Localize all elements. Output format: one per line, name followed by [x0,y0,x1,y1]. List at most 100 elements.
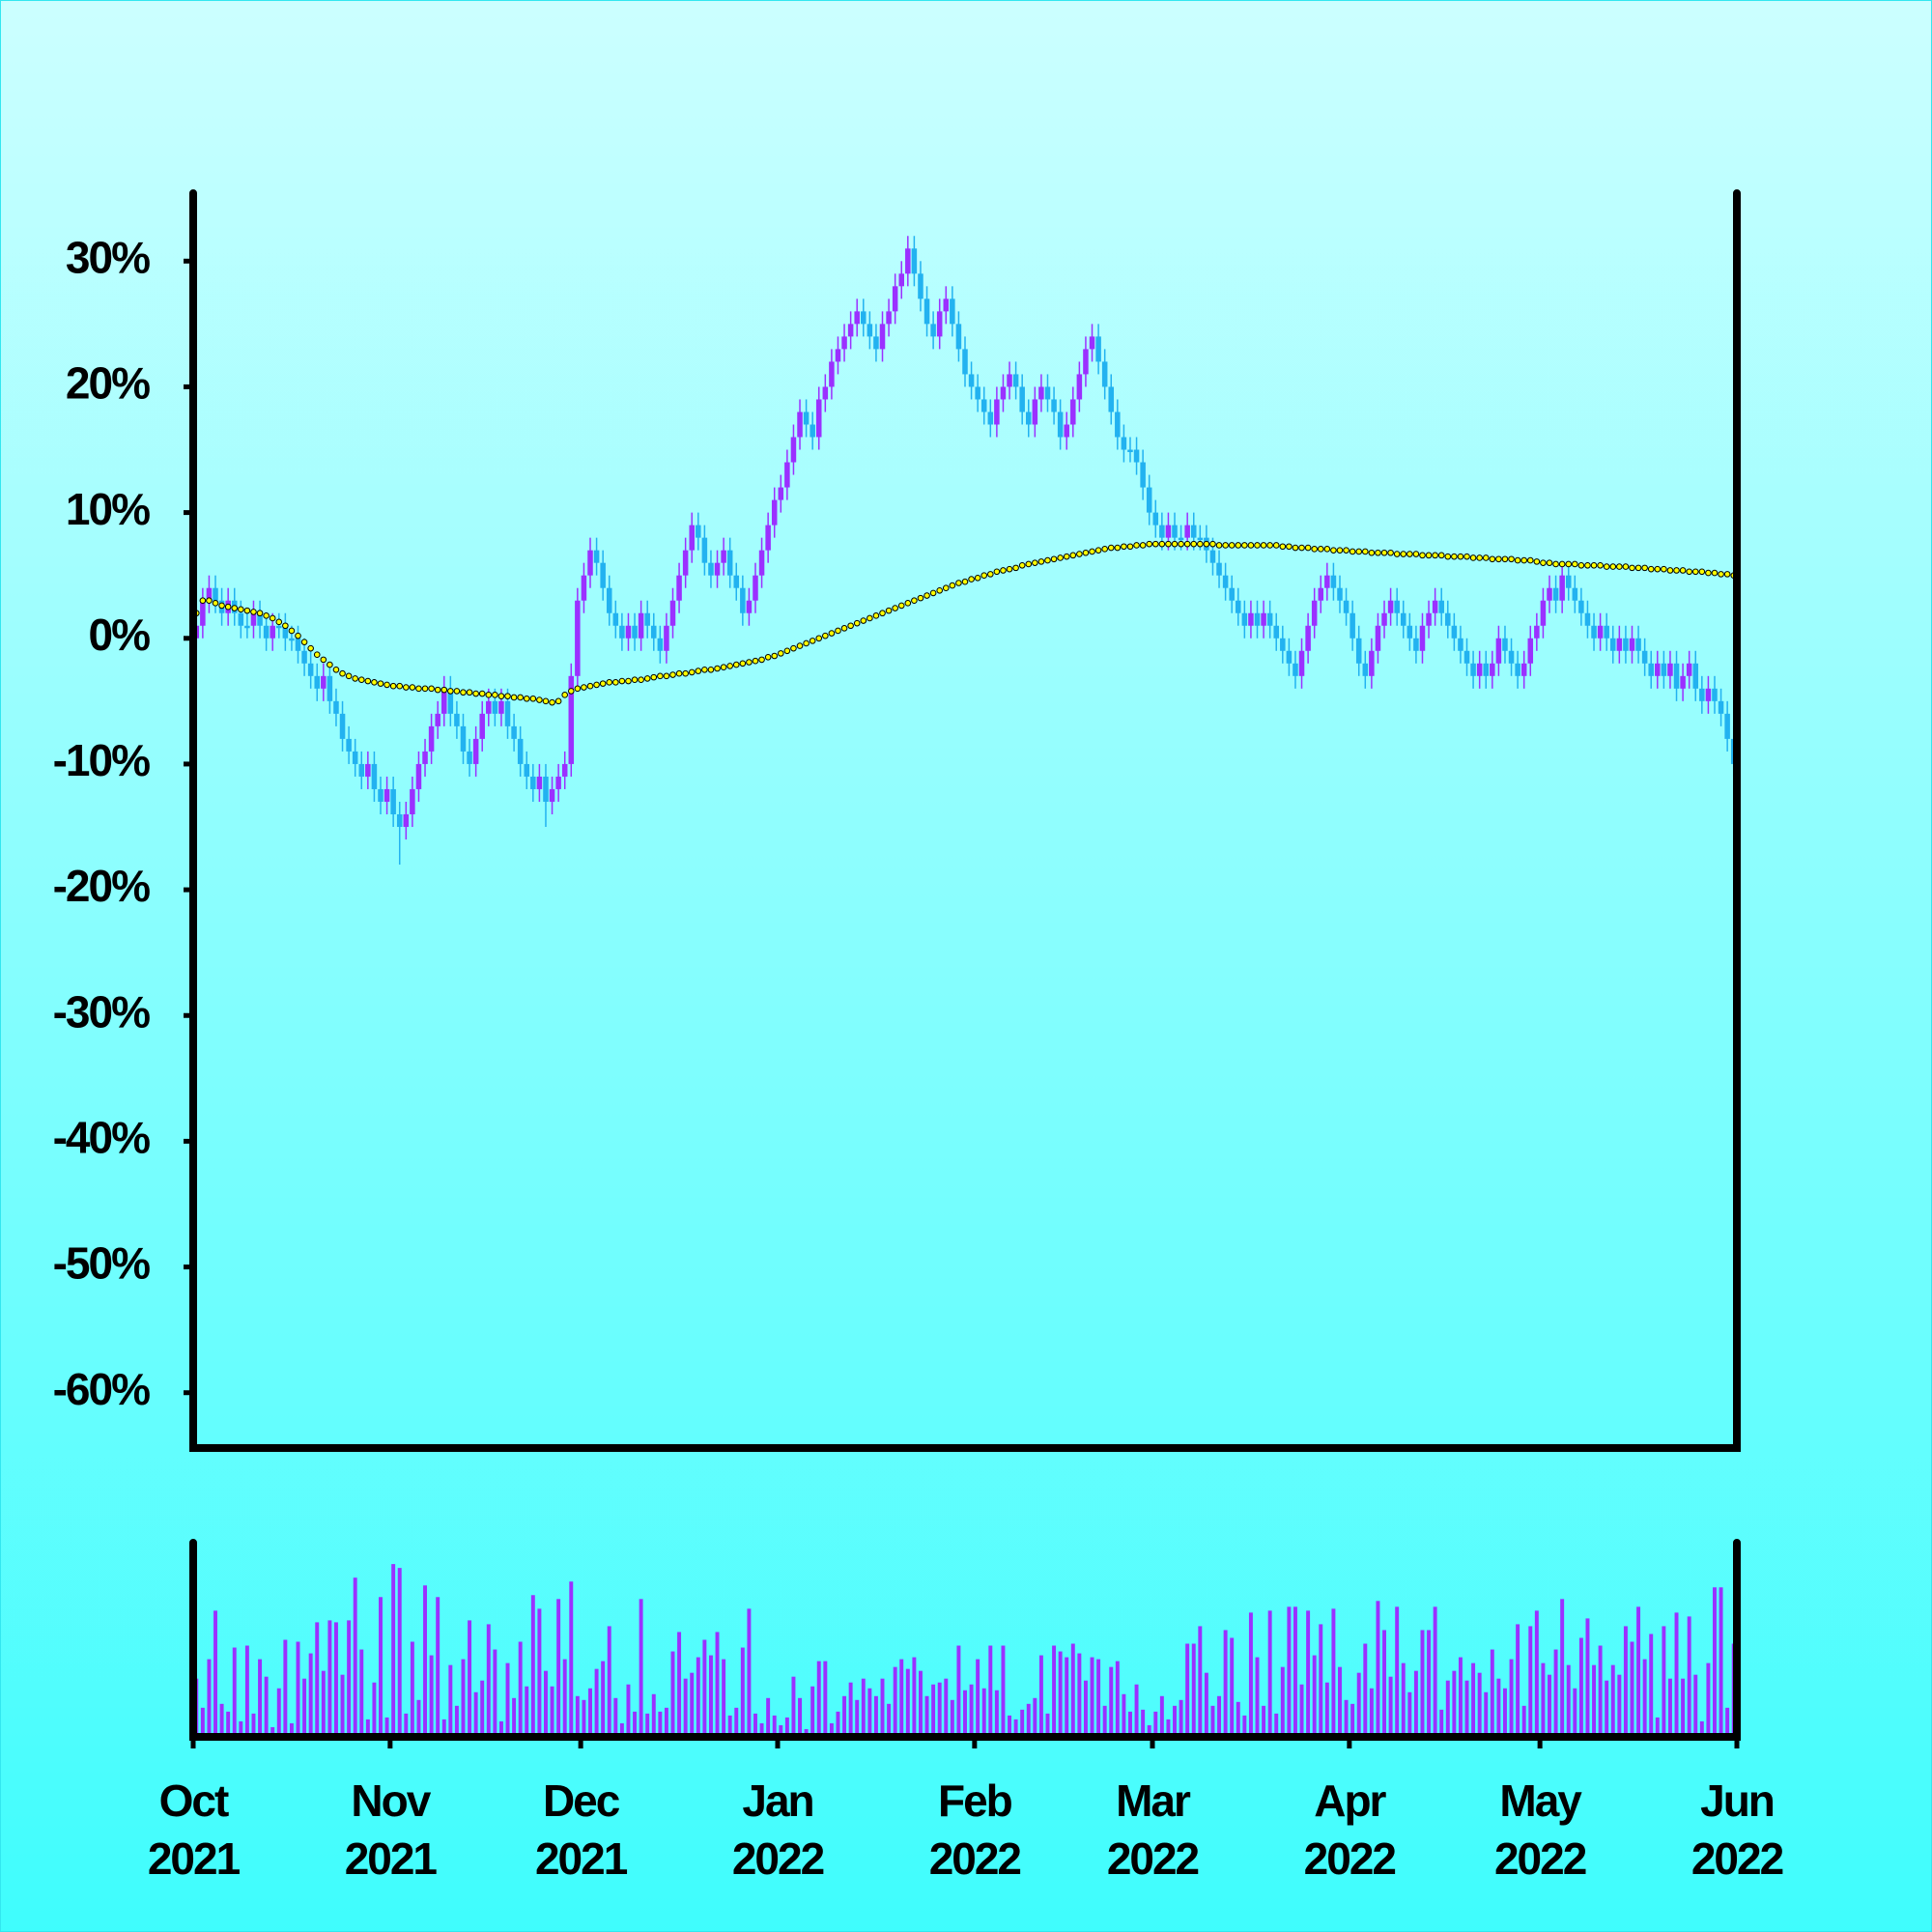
y-tick-label: 30% [66,232,150,282]
moving-average-dot [1375,549,1381,556]
volume-bar [468,1620,472,1737]
candle-body [524,763,530,777]
volume-bar [607,1626,611,1737]
moving-average-dot [643,675,651,682]
moving-average-dot [396,682,404,690]
moving-average-dot [675,669,683,677]
volume-bar [226,1711,231,1737]
volume-bar [1553,1649,1558,1737]
candle-body [733,575,740,588]
moving-average-dot [1286,543,1293,551]
candle-body [1280,638,1286,651]
volume-bar [1445,1680,1450,1737]
moving-average-dot [1139,542,1147,549]
volume-bar [1109,1666,1114,1737]
moving-average-dot [663,672,670,680]
candle-body [1127,449,1133,453]
candle-body [1445,612,1451,626]
volume-bar [1662,1626,1666,1737]
candle-body [873,336,879,350]
moving-average-dot [1406,551,1413,557]
moving-average-dot [612,679,619,686]
moving-average-dot [835,627,841,635]
candle-body [1490,663,1495,676]
volume-bar [1159,1695,1164,1737]
volume-bar [410,1641,414,1737]
volume-bar [1052,1645,1057,1737]
volume-bar [200,1707,205,1737]
volume-bar [924,1695,929,1737]
moving-average-dot [599,680,607,687]
moving-average-dot [1463,553,1470,560]
volume-bar [658,1711,663,1737]
volume-bar [1687,1616,1691,1737]
moving-average-dot [428,685,435,693]
moving-average-dot [542,697,550,705]
volume-bar [1020,1709,1025,1737]
moving-average-dot [1190,540,1198,548]
volume-bar [1464,1680,1469,1737]
candle-body [911,248,918,274]
volume-bar [505,1662,510,1737]
volume-bar [251,1713,256,1737]
moving-average-dot [504,693,511,699]
moving-average-dot [1254,542,1261,549]
moving-average-dot [327,661,333,668]
candle-body [1051,399,1057,412]
moving-average-dot [238,606,244,613]
candle-body [689,525,695,551]
candle-body [1165,525,1172,538]
volume-bar [905,1668,910,1737]
volume-bar [1115,1661,1120,1737]
candle-body [575,600,581,676]
volume-bar [918,1670,923,1737]
moving-average-dot [517,694,524,701]
moving-average-dot [867,614,873,622]
candle-body [1044,386,1051,400]
moving-average-dot [1355,548,1363,555]
volume-bar [1274,1713,1279,1737]
candle-body [1540,600,1547,626]
moving-average-dot [1432,552,1438,559]
candle-body [1032,399,1038,425]
candle-body [746,600,753,613]
candle-body [606,587,612,613]
volume-bar [861,1678,866,1737]
moving-average-dot [1209,540,1216,548]
moving-average-dot [1533,558,1541,565]
moving-average-dot [1723,571,1731,578]
volume-bar [887,1703,892,1737]
moving-average-dot [300,639,308,645]
volume-bar [1439,1709,1444,1737]
moving-average-dot [1361,548,1369,555]
volume-bar [696,1657,700,1737]
moving-average-dot [650,673,658,681]
candle-body [1350,612,1355,639]
candle-body [784,462,790,488]
volume-bar [798,1697,802,1737]
x-tick-month: Mar [1116,1776,1191,1826]
moving-average-dot [1673,567,1680,574]
candle-body [1591,625,1597,639]
candle-body [1076,374,1083,400]
volume-bar [722,1659,726,1737]
volume-bar [296,1641,300,1737]
candle-body [1610,638,1616,651]
volume-bar [791,1676,796,1737]
volume-bar [1344,1699,1349,1737]
volume-bar [994,1690,999,1737]
moving-average-dot [1647,565,1655,573]
volume-bar [569,1581,574,1737]
volume-bar [1299,1684,1304,1737]
candle-body [384,788,390,802]
moving-average-dot [581,684,587,691]
candle-body [1254,612,1261,626]
x-tick-year: 2022 [1691,1833,1783,1884]
moving-average-dot [339,669,346,677]
moving-average-dot [1241,542,1248,549]
volume-bar [1578,1637,1583,1737]
moving-average-dot [1126,543,1134,551]
candle-body [1712,688,1718,701]
moving-average-dot [739,660,747,668]
moving-average-dot [1012,564,1019,572]
